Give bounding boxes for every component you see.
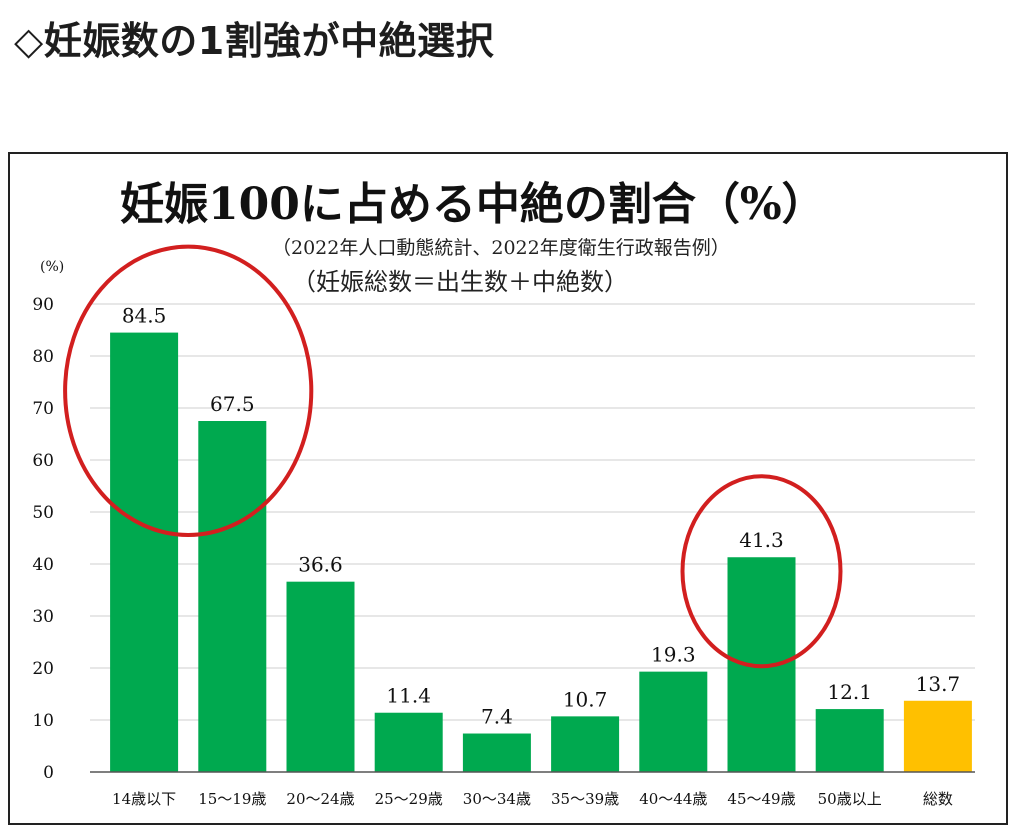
y-tick-label: 0 [43,763,54,783]
bar [110,332,179,772]
bar [374,712,443,772]
x-tick-label: 40～44歳 [639,790,707,808]
bar-value-label: 41.3 [739,528,784,552]
chart-title: 妊娠100に占める中絶の割合（%） [120,179,826,230]
x-tick-label: 45～49歳 [727,790,795,808]
y-tick-label: 40 [32,555,54,575]
bar-value-label: 12.1 [827,680,872,704]
x-tick-label: 15～19歳 [198,790,266,808]
chart-frame: 0 10 20 30 40 50 60 70 80 90 (%) 84.5 14歳以下 67.5 15～19… [8,152,1008,825]
bar-value-label: 67.5 [210,392,255,416]
bar [639,671,708,772]
bar-value-label: 19.3 [651,643,696,667]
y-tick-label: 90 [32,295,54,315]
y-tick-label: 80 [32,347,54,367]
bar [198,421,267,772]
bar-value-label: 13.7 [916,672,961,696]
bar [551,716,620,772]
bar-value-label: 7.4 [481,705,513,729]
x-tick-label: 35～39歳 [551,790,619,808]
y-tick-label: 70 [32,399,54,419]
bar-value-label: 36.6 [298,553,343,577]
y-tick-label: 50 [32,503,54,523]
annotation-circle [680,474,843,669]
chart-note: （妊娠総数＝出生数＋中絶数） [292,268,628,296]
bar-value-label: 10.7 [563,687,608,711]
x-tick-label: 50歳以上 [818,790,882,808]
bar [286,581,355,772]
y-tick-label: 10 [32,711,54,731]
bar-chart: 0 10 20 30 40 50 60 70 80 90 (%) 84.5 14歳以下 67.5 15～19… [32,244,975,808]
bar-value-label: 84.5 [122,304,167,328]
annotation-circle [63,244,314,537]
y-axis-label: (%) [40,259,64,275]
chart-subtitle: （2022年人口動態統計、2022年度衛生行政報告例） [272,237,730,259]
x-tick-label: 30～34歳 [463,790,531,808]
x-tick-label: 14歳以下 [112,790,176,808]
bar [903,700,972,772]
x-tick-label: 25～29歳 [375,790,443,808]
bar [815,709,884,772]
page-heading: ◇妊娠数の1割強が中絶選択 [14,19,495,63]
y-tick-label: 60 [32,451,54,471]
y-tick-label: 20 [32,659,54,679]
bar [462,733,531,772]
bar-value-label: 11.4 [386,684,431,708]
x-tick-label: 総数 [923,790,953,808]
x-tick-label: 20～24歳 [286,790,354,808]
y-tick-label: 30 [32,607,54,627]
